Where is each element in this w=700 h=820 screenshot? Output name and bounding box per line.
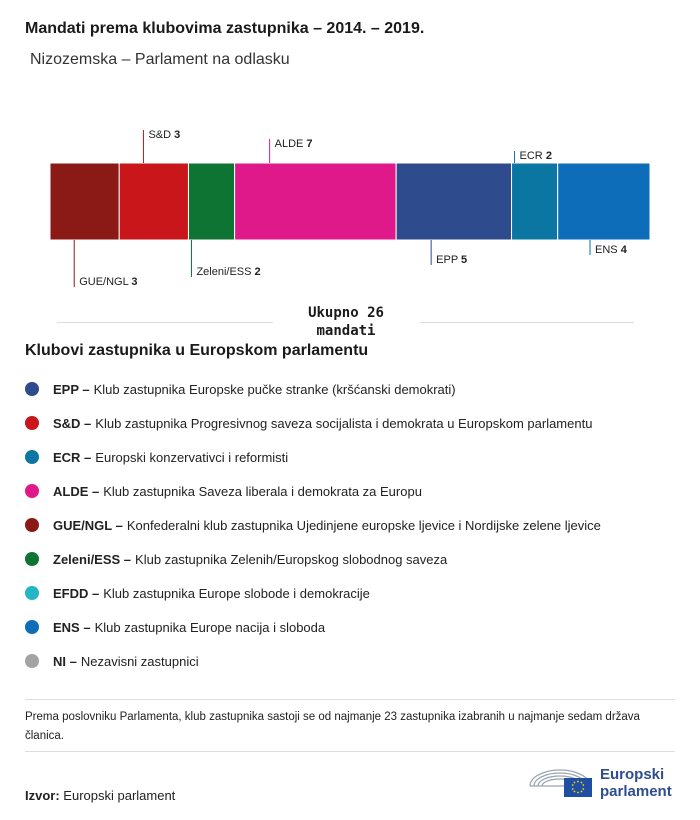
european-parliament-logo[interactable]: Europski parlament xyxy=(528,762,678,802)
segment-label-ens: ENS 4 xyxy=(595,244,628,256)
segment-label-ecr: ECR 2 xyxy=(520,150,552,162)
legend-dot-icon xyxy=(25,484,39,498)
legend-dot-icon xyxy=(25,450,39,464)
total-line-1: Ukupno 26 xyxy=(308,305,384,321)
legend-text: Klub zastupnika Saveza liberala i demokr… xyxy=(103,483,422,499)
legend-text: Klub zastupnika Europe nacija i sloboda xyxy=(94,619,326,635)
legend-item: ALDE – Klub zastupnika Saveza liberala i… xyxy=(25,474,601,508)
legend-abbr: Zeleni/ESS – xyxy=(53,551,132,567)
legend-text: Nezavisni zastupnici xyxy=(80,653,199,669)
bar-segment-epp xyxy=(395,162,513,241)
legend-item: GUE/NGL – Konfederalni klub zastupnika U… xyxy=(25,508,601,542)
legend-abbr: NI – xyxy=(53,653,77,669)
european-parliament-logo-icon xyxy=(529,769,592,797)
divider-line-right xyxy=(420,322,634,323)
footnote: Prema poslovniku Parlamenta, klub zastup… xyxy=(25,711,640,742)
source-label: Izvor: xyxy=(25,788,60,803)
legend-text: Europski konzervativci i reformisti xyxy=(95,449,289,465)
logo-line-1: Europski xyxy=(600,766,665,783)
legend-dot-icon xyxy=(25,518,39,532)
legend-dot-icon xyxy=(25,620,39,634)
divider-top xyxy=(25,699,675,700)
legend-text: Klub zastupnika Europe slobode i demokra… xyxy=(103,585,370,601)
segment-label-alde: ALDE 7 xyxy=(275,138,313,150)
legend-abbr: ECR – xyxy=(53,449,92,465)
total-divider: Ukupno 26 mandati xyxy=(0,300,700,340)
bar-segment-s-d xyxy=(118,162,189,241)
legend-abbr: ENS – xyxy=(53,619,91,635)
legend-item: EFDD – Klub zastupnika Europe slobode i … xyxy=(25,576,601,610)
chart-subtitle: Nizozemska – Parlament na odlasku xyxy=(30,51,290,68)
legend-item: ENS – Klub zastupnika Europe nacija i sl… xyxy=(25,610,601,644)
legend-text: Klub zastupnika Europske pučke stranke (… xyxy=(93,381,456,397)
segment-label-s-d: S&D 3 xyxy=(148,129,180,141)
source: Izvor: Europski parlament xyxy=(25,788,175,803)
segment-label-zeleni-ess: Zeleni/ESS 2 xyxy=(196,266,260,278)
total-line-2: mandati xyxy=(316,323,376,339)
legend-item: NI – Nezavisni zastupnici xyxy=(25,644,601,678)
divider-line-left xyxy=(57,322,273,323)
bar-segment-alde xyxy=(234,162,397,241)
bar-segment-ens xyxy=(557,162,651,241)
stacked-bar-chart: GUE/NGL 3 S&D 3 Zeleni/ESS 2 ALDE 7 EPP 5 ECR… xyxy=(49,129,651,288)
bar-segment-ecr xyxy=(511,162,559,241)
legend-dot-icon xyxy=(25,382,39,396)
legend-dot-icon xyxy=(25,586,39,600)
legend: EPP – Klub zastupnika Europske pučke str… xyxy=(25,372,601,678)
total-mandates-label: Ukupno 26 mandati xyxy=(275,304,417,340)
legend-title: Klubovi zastupnika u Europskom parlament… xyxy=(25,342,369,359)
legend-dot-icon xyxy=(25,552,39,566)
legend-dot-icon xyxy=(25,416,39,430)
segment-label-epp: EPP 5 xyxy=(436,254,467,266)
legend-abbr: EFDD – xyxy=(53,585,100,601)
legend-dot-icon xyxy=(25,654,39,668)
legend-text: Klub zastupnika Zelenih/Europskog slobod… xyxy=(135,551,448,567)
source-text: Europski parlament xyxy=(63,788,176,803)
chart-title: Mandati prema klubovima zastupnika – 201… xyxy=(25,20,425,37)
legend-abbr: ALDE – xyxy=(53,483,100,499)
bar-segment-zeleni-ess xyxy=(187,162,236,241)
legend-item: S&D – Klub zastupnika Progresivnog savez… xyxy=(25,406,601,440)
legend-abbr: S&D – xyxy=(53,415,92,431)
legend-item: ECR – Europski konzervativci i reformist… xyxy=(25,440,601,474)
logo-text: Europski parlament xyxy=(600,766,672,800)
legend-item: Zeleni/ESS – Klub zastupnika Zelenih/Eur… xyxy=(25,542,601,576)
legend-text: Klub zastupnika Progresivnog saveza soci… xyxy=(95,415,593,431)
logo-line-2: parlament xyxy=(600,783,672,800)
legend-abbr: EPP – xyxy=(53,381,90,397)
legend-abbr: GUE/NGL – xyxy=(53,517,123,533)
bar-segment-gue-ngl xyxy=(49,162,120,241)
legend-text: Konfederalni klub zastupnika Ujedinjene … xyxy=(126,517,601,533)
divider-bottom xyxy=(25,751,675,752)
legend-item: EPP – Klub zastupnika Europske pučke str… xyxy=(25,372,601,406)
segment-label-gue-ngl: GUE/NGL 3 xyxy=(79,276,137,288)
